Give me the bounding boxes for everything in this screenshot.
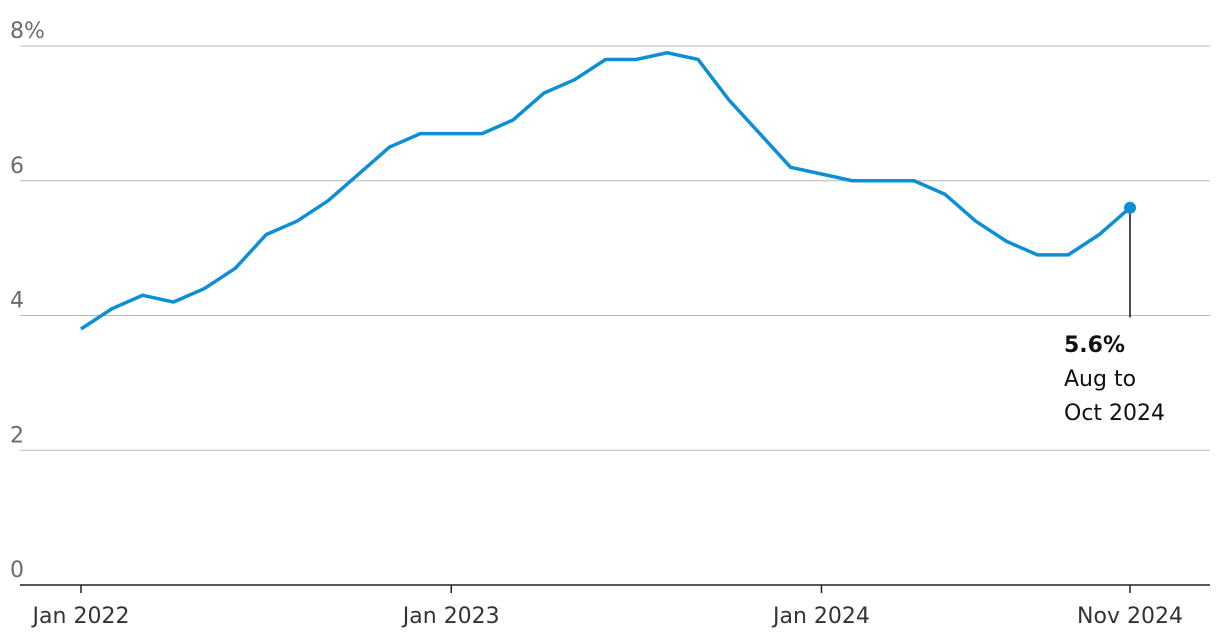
y-tick-label: 0: [10, 558, 24, 583]
end-point: [1124, 201, 1136, 214]
annotation: Oct 2024: [1064, 401, 1165, 426]
y-tick-label: 6: [10, 154, 24, 179]
line: [80, 50, 1132, 331]
x-tick-label: Nov 2024: [1077, 604, 1183, 629]
annotation: Aug to: [1064, 367, 1136, 392]
value-label: 5.6%: [1064, 333, 1125, 358]
y-tick-label: 8%: [10, 19, 45, 44]
x-tick-label: Jan 2024: [771, 604, 870, 629]
x-tick-label: Jan 2023: [401, 604, 500, 629]
y-tick-label: 4: [10, 289, 24, 314]
y-tick-label: 2: [10, 423, 24, 448]
x-tick-label: Jan 2022: [31, 604, 130, 629]
